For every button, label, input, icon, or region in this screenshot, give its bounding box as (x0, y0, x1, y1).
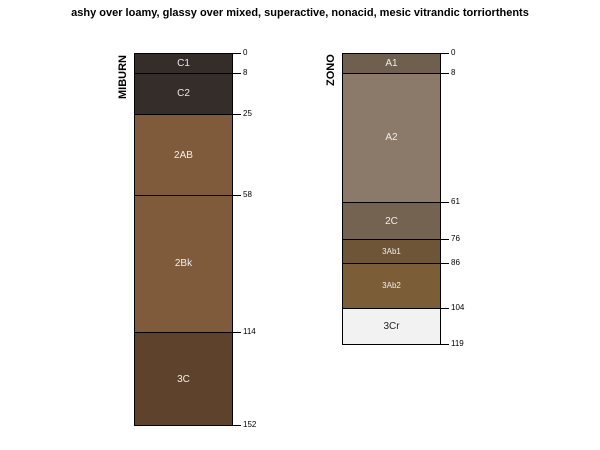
depth-tick (233, 332, 241, 333)
depth-label: 76 (451, 234, 460, 243)
diagram-title: ashy over loamy, glassy over mixed, supe… (71, 7, 529, 19)
depth-label: 0 (451, 48, 456, 57)
depth-tick (441, 263, 449, 265)
depth-label: 8 (243, 67, 248, 77)
horizon-2bk: 2Bk (134, 194, 233, 333)
horizon-a1: A1 (342, 53, 441, 74)
depth-label: 119 (451, 339, 464, 349)
depth-tick (441, 53, 449, 54)
depth-label: 104 (451, 302, 465, 312)
depth-tick (441, 344, 449, 346)
depth-tick (233, 114, 241, 116)
horizon-c2: C2 (134, 72, 233, 116)
profile-name: MIBURN (117, 55, 129, 99)
horizon-a2: A2 (342, 72, 441, 204)
horizon-3cr: 3Cr (342, 307, 441, 346)
depth-label: 152 (243, 420, 257, 429)
depth-label: 8 (451, 67, 456, 77)
depth-tick (441, 202, 449, 204)
depth-tick (441, 72, 449, 74)
depth-label: 114 (243, 327, 256, 336)
horizon-3c: 3C (134, 332, 233, 426)
depth-tick (233, 72, 241, 74)
depth-label: 61 (451, 197, 460, 207)
horizon-2ab: 2AB (134, 114, 233, 196)
depth-label: 58 (243, 189, 252, 199)
horizon-c1: C1 (134, 53, 233, 74)
depth-label: 0 (243, 48, 248, 57)
depth-tick (441, 239, 449, 240)
depth-label: 86 (451, 258, 460, 268)
horizon-2c: 2C (342, 202, 441, 240)
depth-tick (441, 307, 449, 309)
horizon-3ab1: 3Ab1 (342, 239, 441, 265)
depth-label: 25 (243, 109, 252, 119)
depth-tick (233, 53, 241, 54)
profile-name: ZONO (325, 54, 337, 86)
horizon-3ab2: 3Ab2 (342, 263, 441, 309)
depth-tick (233, 194, 241, 196)
depth-tick (233, 425, 241, 426)
